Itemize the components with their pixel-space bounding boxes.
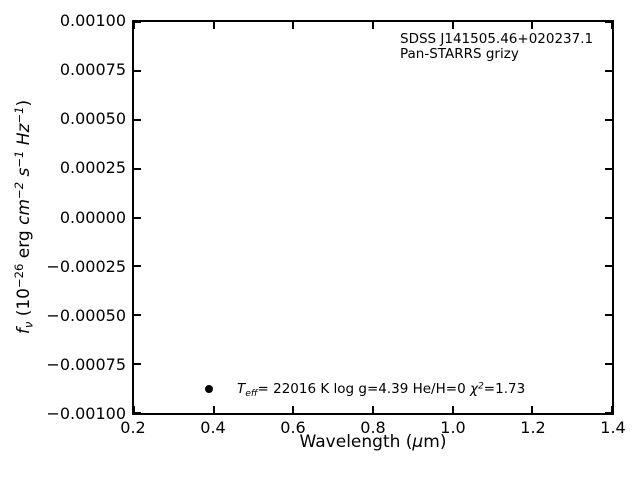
- y-tick-mark: [605, 314, 612, 317]
- annotation-line-2: Pan-STARRS grizy: [400, 46, 519, 62]
- y-tick-mark: [605, 363, 612, 366]
- y-tick-mark: [605, 167, 612, 170]
- x-tick-mark: [451, 406, 454, 413]
- y-tick-mark: [134, 216, 141, 219]
- filled-circle-marker-icon: [205, 385, 213, 393]
- x-tick-mark: [531, 22, 534, 29]
- y-tick-label: −0.00025: [46, 256, 126, 276]
- y-tick-label: 0.00000: [59, 207, 126, 227]
- x-tick-label: 1.4: [600, 418, 626, 437]
- y-tick-label: −0.00050: [46, 305, 126, 325]
- annotation-line-1: SDSS J141505.46+020237.1: [400, 31, 594, 47]
- y-tick-mark: [134, 314, 141, 317]
- x-tick-label: 0.8: [360, 418, 386, 437]
- x-tick-mark: [212, 22, 215, 29]
- y-tick-mark: [134, 265, 141, 268]
- x-tick-mark: [292, 22, 295, 29]
- x-tick-mark: [212, 406, 215, 413]
- x-tick-mark: [611, 22, 613, 29]
- y-tick-mark: [605, 21, 612, 23]
- plot-area: SDSS J141505.46+020237.1 Pan-STARRS griz…: [132, 20, 614, 415]
- y-tick-mark: [134, 167, 141, 170]
- x-tick-mark: [531, 406, 534, 413]
- y-tick-mark: [134, 412, 141, 414]
- x-tick-mark: [372, 406, 374, 413]
- y-tick-label: 0.00050: [59, 109, 126, 129]
- x-tick-label: 0.4: [200, 418, 226, 437]
- x-tick-label: 1.0: [440, 418, 466, 437]
- y-tick-mark: [134, 69, 141, 72]
- x-tick-label: 0.6: [280, 418, 306, 437]
- x-tick-mark: [451, 22, 454, 29]
- y-tick-mark: [605, 265, 612, 268]
- x-tick-mark: [372, 22, 374, 29]
- x-axis-label: Wavelength (μm): [299, 432, 447, 452]
- y-tick-label: −0.00100: [46, 404, 126, 423]
- y-tick-label: 0.00025: [59, 158, 126, 178]
- x-tick-mark: [133, 406, 135, 413]
- x-tick-label: 0.2: [120, 418, 146, 437]
- y-tick-label: −0.00075: [46, 354, 126, 374]
- legend-label: Teff= 22016 K log g=4.39 He/H=0 χ2=1.73: [237, 380, 526, 399]
- y-tick-label: 0.00100: [59, 11, 126, 30]
- y-tick-mark: [134, 21, 141, 23]
- legend: Teff= 22016 K log g=4.39 He/H=0 χ2=1.73: [205, 380, 526, 399]
- x-tick-label: 1.2: [520, 418, 546, 437]
- y-tick-mark: [605, 69, 612, 72]
- y-tick-mark: [605, 216, 612, 219]
- y-tick-mark: [605, 118, 612, 121]
- y-tick-mark: [605, 412, 612, 414]
- x-tick-mark: [292, 406, 295, 413]
- y-tick-label: 0.00075: [59, 60, 126, 80]
- target-annotation: SDSS J141505.46+020237.1 Pan-STARRS griz…: [400, 32, 593, 62]
- y-tick-mark: [134, 118, 141, 121]
- x-tick-mark: [133, 22, 135, 29]
- x-tick-mark: [611, 406, 613, 413]
- y-tick-mark: [134, 363, 141, 366]
